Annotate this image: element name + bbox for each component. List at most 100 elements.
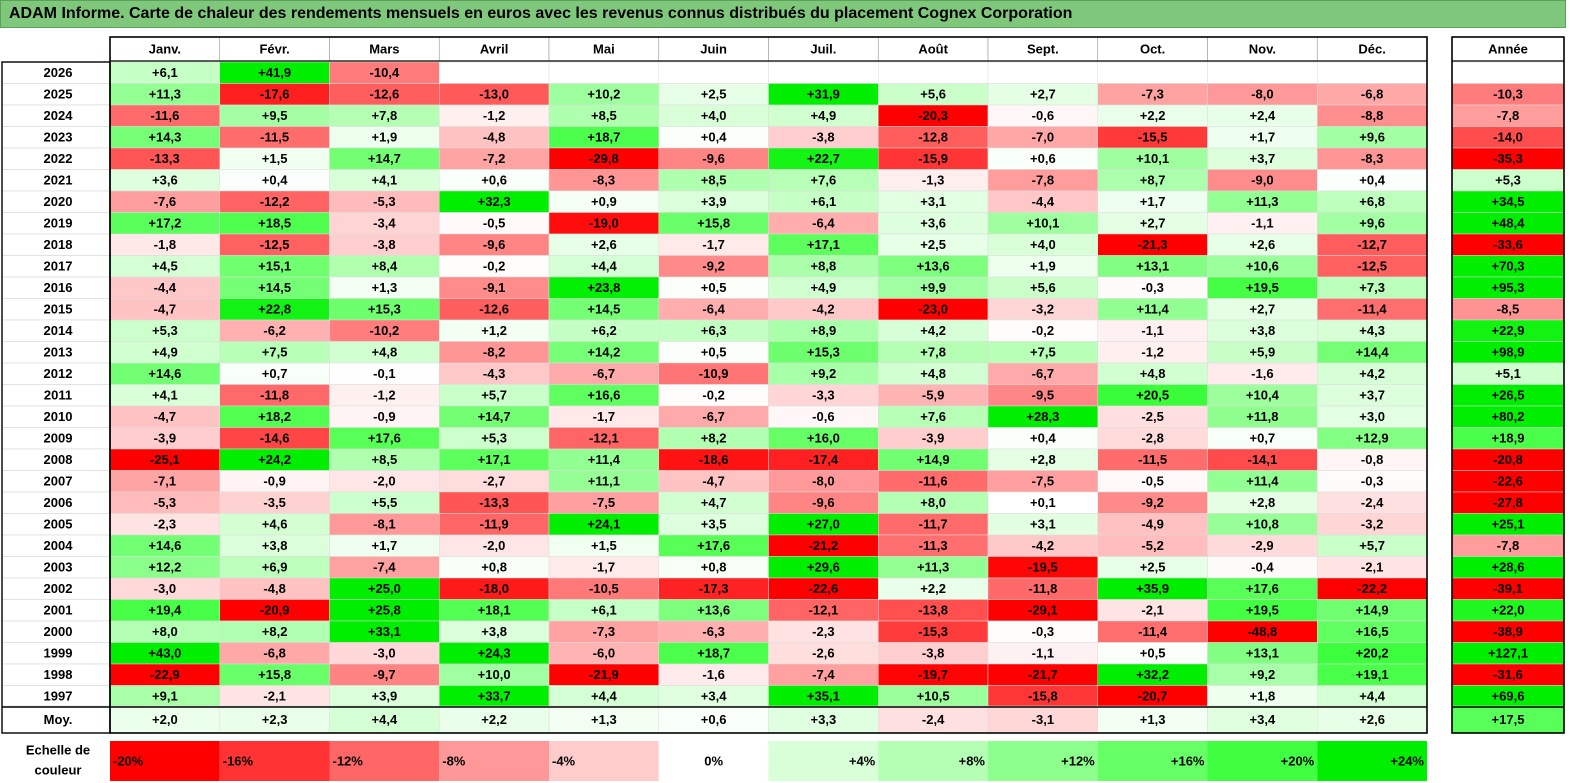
heatmap-cell-value: -21,2 <box>809 538 839 553</box>
heatmap-cell-value: +1,7 <box>1140 194 1166 209</box>
column-header-cell <box>658 36 769 62</box>
heatmap-cell-value: +22,8 <box>258 302 291 317</box>
heatmap-cell-value: -10,9 <box>699 366 729 381</box>
heatmap-cell-value: +17,1 <box>807 237 840 252</box>
heatmap-cell-value: -12,1 <box>809 603 839 618</box>
average-cell-value: +4,4 <box>372 712 398 727</box>
year-total-value: +22,9 <box>1492 323 1525 338</box>
heatmap-cell-value: -7,6 <box>154 194 176 209</box>
year-total-value: +22,0 <box>1492 603 1525 618</box>
row-label: 2010 <box>44 409 73 424</box>
row-label: 2022 <box>44 151 73 166</box>
heatmap-cell-value: -7,1 <box>154 474 176 489</box>
heatmap-cell-value: -20,9 <box>260 603 290 618</box>
heatmap-cell-value: +3,0 <box>1359 409 1385 424</box>
heatmap-cell-value: -12,2 <box>260 194 290 209</box>
heatmap-cell-value: -11,5 <box>1138 452 1167 467</box>
heatmap-cell-value: +0,4 <box>1359 173 1385 188</box>
heatmap-cell-value: +19,4 <box>148 603 182 618</box>
column-header-label: Mars <box>369 41 399 56</box>
heatmap-cell-value: +10,6 <box>1246 259 1279 274</box>
heatmap-cell-value: +33,1 <box>368 624 401 639</box>
heatmap-cell-value: +8,0 <box>152 624 178 639</box>
heatmap-cell-value: +1,5 <box>262 151 288 166</box>
heatmap-cell-value: -1,7 <box>702 237 724 252</box>
row-label: 2023 <box>44 130 73 145</box>
heatmap-cell-value: +6,1 <box>811 194 837 209</box>
heatmap-cell-value: +9,6 <box>1359 216 1385 231</box>
row-label: 2002 <box>44 581 73 596</box>
row-label: 2021 <box>44 173 73 188</box>
heatmap-cell-value: +12,2 <box>148 560 181 575</box>
heatmap-cell-value: +13,1 <box>1136 259 1169 274</box>
scale-swatch <box>658 741 769 781</box>
heatmap-cell-value: +35,1 <box>807 689 840 704</box>
heatmap-cell-value: +4,0 <box>701 108 727 123</box>
heatmap-cell-value: +18,2 <box>258 409 291 424</box>
row-label: 2004 <box>44 538 74 553</box>
heatmap-cell-value: +0,5 <box>701 345 727 360</box>
heatmap-cell-value: -22,2 <box>1357 581 1387 596</box>
scale-swatch <box>878 741 988 781</box>
heatmap-cell-value: -2,4 <box>1361 495 1384 510</box>
scale-swatch-label: -12% <box>333 753 364 768</box>
average-cell <box>987 705 1098 734</box>
heatmap-cell-value: +0,8 <box>481 560 507 575</box>
heatmap-cell-value: -19,0 <box>589 216 619 231</box>
average-year-value: +17,5 <box>1492 712 1525 727</box>
heatmap-cell-value: +3,4 <box>701 689 727 704</box>
average-cell-value: +1,3 <box>1140 712 1166 727</box>
heatmap-cell-value: -3,8 <box>922 646 944 661</box>
row-label: 2020 <box>44 194 73 209</box>
heatmap-cell-value: +2,7 <box>1140 216 1166 231</box>
heatmap-cell-value: +22,7 <box>807 151 840 166</box>
scale-swatch <box>549 741 659 781</box>
heatmap-cell-value: +14,2 <box>587 345 620 360</box>
heatmap-cell-value: -19,7 <box>918 667 948 682</box>
row-label: 2003 <box>44 560 73 575</box>
heatmap-cell-value: +9,2 <box>811 366 837 381</box>
scale-swatch-label: -8% <box>442 753 466 768</box>
scale-swatch-label: +8% <box>959 753 986 768</box>
heatmap-cell-value: -0,5 <box>483 216 505 231</box>
heatmap-cell-value: +2,8 <box>1030 452 1056 467</box>
heatmap-cell-value: -0,6 <box>1032 108 1054 123</box>
heatmap-cell-value: +5,9 <box>1250 345 1276 360</box>
heatmap-cell-value: +7,5 <box>1030 345 1056 360</box>
heatmap-cell-value: -2,8 <box>1141 431 1163 446</box>
year-total-value: +26,5 <box>1492 388 1525 403</box>
heatmap-cell-value: +32,2 <box>1136 667 1169 682</box>
year-total-value: -31,6 <box>1493 667 1523 682</box>
average-cell <box>548 705 659 734</box>
heatmap-cell-value: -9,1 <box>483 280 505 295</box>
heatmap-cell-value: +3,8 <box>481 624 507 639</box>
heatmap-cell-value: +7,5 <box>262 345 288 360</box>
heatmap-cell <box>1207 61 1318 84</box>
heatmap-cell-value: +16,5 <box>1356 624 1389 639</box>
year-total-value: +127,1 <box>1488 646 1528 661</box>
heatmap-cell-value: -0,4 <box>1251 560 1274 575</box>
heatmap-cell-value: -1,1 <box>1032 646 1054 661</box>
column-header-cell <box>1207 36 1318 62</box>
heatmap-cell-value: +9,1 <box>152 689 178 704</box>
heatmap-cell-value: +0,4 <box>701 130 727 145</box>
heatmap-cell-value: -3,0 <box>154 581 176 596</box>
heatmap-cell-value: -20,7 <box>1138 689 1168 704</box>
year-total-value: +5,1 <box>1495 366 1521 381</box>
column-header-label: Sept. <box>1027 41 1059 56</box>
heatmap-cell-value: -1,2 <box>483 108 505 123</box>
column-header-label: Nov. <box>1249 41 1276 56</box>
heatmap-cell-value: +18,7 <box>697 646 730 661</box>
heatmap-cell-value: -6,7 <box>1032 366 1054 381</box>
heatmap-cell-value: +11,4 <box>588 452 621 467</box>
heatmap-cell-value: -6,4 <box>812 216 835 231</box>
heatmap-cell-value: +24,1 <box>587 517 620 532</box>
heatmap-cell-value: +6,1 <box>591 603 617 618</box>
heatmap-cell-value: +3,1 <box>1030 517 1056 532</box>
row-label: 2014 <box>44 323 74 338</box>
scale-swatch <box>329 741 440 781</box>
heatmap-cell-value: +17,2 <box>148 216 181 231</box>
heatmap-cell-value: -4,3 <box>483 366 505 381</box>
heatmap-cell-value: +7,6 <box>811 173 837 188</box>
heatmap-cell-value: +9,2 <box>1250 667 1276 682</box>
